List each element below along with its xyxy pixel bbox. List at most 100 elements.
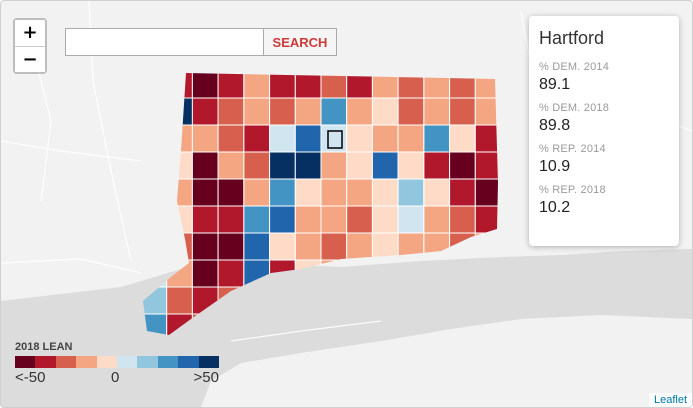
town-region[interactable]: [217, 232, 245, 261]
town-region[interactable]: [166, 286, 193, 315]
town-region[interactable]: [423, 178, 451, 207]
town-region[interactable]: [294, 232, 322, 261]
town-region[interactable]: [474, 151, 501, 180]
search-button[interactable]: SEARCH: [263, 28, 337, 56]
town-region[interactable]: [269, 232, 296, 261]
town-region[interactable]: [166, 97, 193, 126]
town-region[interactable]: [191, 205, 219, 234]
town-region[interactable]: [371, 232, 399, 261]
town-region[interactable]: [141, 71, 168, 99]
town-region[interactable]: [191, 151, 219, 180]
town-region[interactable]: [371, 151, 399, 180]
town-region[interactable]: [294, 151, 322, 180]
town-region[interactable]: [371, 97, 399, 126]
town-region[interactable]: [423, 71, 451, 99]
zoom-out-button[interactable]: −: [15, 46, 45, 72]
town-region[interactable]: [474, 71, 501, 99]
town-region[interactable]: [269, 151, 296, 180]
town-region[interactable]: [166, 232, 193, 261]
town-region[interactable]: [269, 178, 296, 207]
town-region[interactable]: [243, 151, 271, 180]
town-region[interactable]: [243, 205, 271, 234]
town-region[interactable]: [346, 124, 373, 153]
town-region[interactable]: [346, 232, 373, 261]
town-region[interactable]: [346, 178, 373, 207]
town-region[interactable]: [294, 205, 322, 234]
town-region[interactable]: [217, 151, 245, 180]
town-region[interactable]: [371, 124, 399, 153]
town-region[interactable]: [371, 178, 399, 207]
town-region[interactable]: [294, 97, 322, 126]
town-region[interactable]: [397, 232, 425, 261]
town-region[interactable]: [269, 124, 296, 153]
town-region[interactable]: [294, 178, 322, 207]
town-region[interactable]: [320, 205, 348, 234]
town-region[interactable]: [371, 71, 399, 99]
town-region[interactable]: [166, 151, 193, 180]
town-region[interactable]: [166, 178, 193, 207]
attribution-link[interactable]: Leaflet: [648, 393, 692, 407]
town-region[interactable]: [166, 205, 193, 234]
town-region[interactable]: [474, 178, 501, 207]
town-region[interactable]: [449, 151, 476, 180]
town-region[interactable]: [243, 124, 271, 153]
town-region[interactable]: [141, 151, 168, 180]
town-region[interactable]: [320, 97, 348, 126]
town-region[interactable]: [141, 178, 168, 207]
selected-town-hartford[interactable]: [327, 130, 343, 149]
town-region[interactable]: [423, 97, 451, 126]
town-region[interactable]: [346, 205, 373, 234]
town-region[interactable]: [294, 124, 322, 153]
town-region[interactable]: [191, 232, 219, 261]
town-region[interactable]: [243, 178, 271, 207]
town-region[interactable]: [449, 178, 476, 207]
town-region[interactable]: [320, 71, 348, 99]
town-region[interactable]: [474, 205, 501, 234]
town-region[interactable]: [346, 151, 373, 180]
town-region[interactable]: [371, 205, 399, 234]
town-region[interactable]: [449, 124, 476, 153]
town-region[interactable]: [141, 97, 168, 126]
town-region[interactable]: [423, 205, 451, 234]
town-region[interactable]: [217, 259, 245, 288]
town-region[interactable]: [217, 71, 245, 99]
town-region[interactable]: [449, 232, 476, 261]
town-region[interactable]: [397, 71, 425, 99]
town-region[interactable]: [474, 232, 501, 261]
town-region[interactable]: [166, 71, 193, 99]
town-region[interactable]: [423, 151, 451, 180]
town-region[interactable]: [191, 97, 219, 126]
town-region[interactable]: [269, 97, 296, 126]
town-region[interactable]: [191, 124, 219, 153]
town-region[interactable]: [191, 178, 219, 207]
town-region[interactable]: [269, 71, 296, 99]
search-input[interactable]: [65, 28, 263, 56]
town-region[interactable]: [346, 97, 373, 126]
town-region[interactable]: [141, 124, 168, 153]
town-region[interactable]: [397, 151, 425, 180]
town-region[interactable]: [397, 178, 425, 207]
town-region[interactable]: [166, 124, 193, 153]
town-region[interactable]: [141, 205, 168, 234]
town-region[interactable]: [294, 71, 322, 99]
town-region[interactable]: [191, 71, 219, 99]
town-region[interactable]: [397, 97, 425, 126]
town-region[interactable]: [217, 124, 245, 153]
town-region[interactable]: [474, 124, 501, 153]
town-region[interactable]: [217, 205, 245, 234]
town-region[interactable]: [423, 124, 451, 153]
zoom-in-button[interactable]: +: [15, 20, 45, 46]
town-region[interactable]: [423, 232, 451, 261]
town-region[interactable]: [397, 124, 425, 153]
town-region[interactable]: [217, 97, 245, 126]
town-region[interactable]: [320, 151, 348, 180]
town-region[interactable]: [217, 178, 245, 207]
town-region[interactable]: [141, 232, 168, 261]
town-region[interactable]: [449, 205, 476, 234]
town-region[interactable]: [243, 71, 271, 99]
town-region[interactable]: [346, 71, 373, 99]
town-region[interactable]: [320, 178, 348, 207]
town-region[interactable]: [397, 205, 425, 234]
town-region[interactable]: [449, 97, 476, 126]
